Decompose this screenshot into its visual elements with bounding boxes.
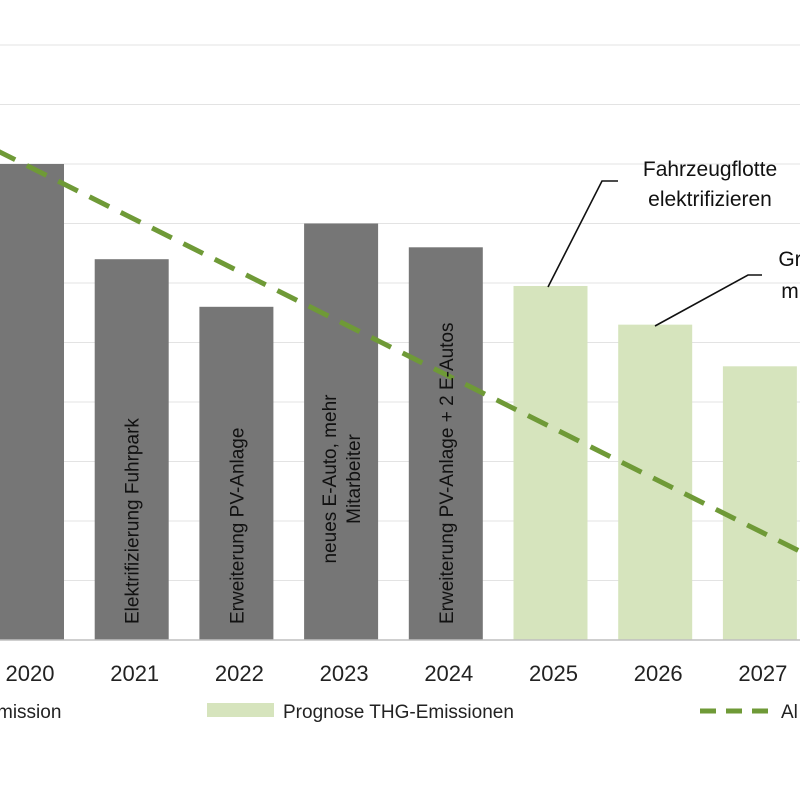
annotations: Fahrzeugflotte elektrifizieren Gr m xyxy=(547,158,800,327)
x-tick-2025: 2025 xyxy=(529,661,578,686)
bar-label-2024: Erweiterung PV-Anlage + 2 E-Autos xyxy=(437,322,458,624)
bar-label-2023: neues E-Auto, mehr xyxy=(320,394,341,564)
legend-label-target: Al xyxy=(781,702,798,723)
x-tick-2020: 2020 xyxy=(6,661,55,686)
annotation-text-2026: Gr xyxy=(778,248,800,271)
bar-2026 xyxy=(618,324,693,640)
bars xyxy=(0,164,797,641)
x-tick-2022: 2022 xyxy=(215,661,264,686)
bar-2022 xyxy=(199,306,274,640)
annotation-text-2026: m xyxy=(781,280,799,303)
bar-label-2022: Erweiterung PV-Anlage xyxy=(227,428,248,624)
target-line-path xyxy=(0,149,800,555)
target-line xyxy=(0,149,800,555)
annotation-leader-2026 xyxy=(654,274,762,327)
bar-2027 xyxy=(722,366,797,640)
bar-2025 xyxy=(513,285,588,640)
legend-label-forecast: Prognose THG-Emissionen xyxy=(283,702,514,723)
annotation-text-2025: Fahrzeugflotte xyxy=(643,158,777,181)
bar-label-2023: Mitarbeiter xyxy=(344,433,365,523)
annotation-text-2025: elektrifizieren xyxy=(648,188,772,211)
bar-2021 xyxy=(94,259,169,640)
annotation-leader-2025 xyxy=(547,180,618,288)
bar-2020 xyxy=(0,164,64,640)
x-tick-2026: 2026 xyxy=(634,661,683,686)
bar-labels: Elektrifizierung Fuhrpark Erweiterung PV-… xyxy=(123,322,458,624)
x-tick-2024: 2024 xyxy=(424,661,473,686)
x-tick-2027: 2027 xyxy=(738,661,787,686)
legend: mission Prognose THG-Emissionen Al xyxy=(0,702,798,723)
legend-swatch-forecast xyxy=(207,703,274,717)
bar-label-2021: Elektrifizierung Fuhrpark xyxy=(123,418,144,624)
x-tick-labels: 2020 2021 2022 2023 2024 2025 2026 2027 xyxy=(6,661,788,686)
bar-2023 xyxy=(304,223,379,640)
bar-2024 xyxy=(408,247,483,641)
x-tick-2021: 2021 xyxy=(110,661,159,686)
legend-label-actual: mission xyxy=(0,702,61,723)
x-tick-2023: 2023 xyxy=(320,661,369,686)
